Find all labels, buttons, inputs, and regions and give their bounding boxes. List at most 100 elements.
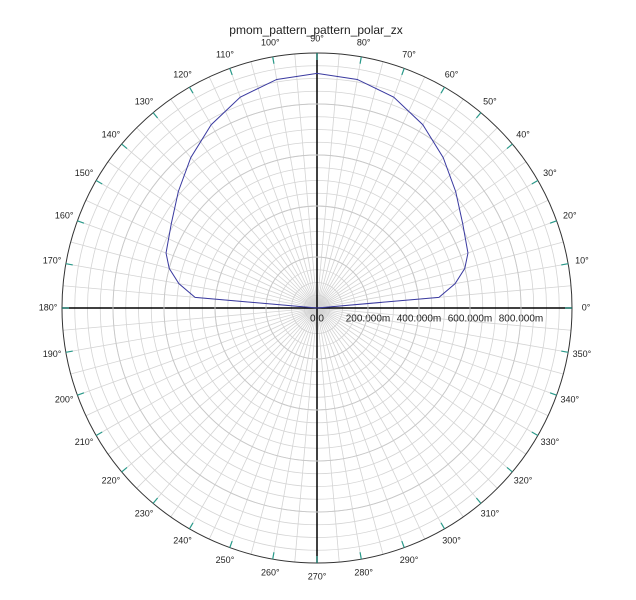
theta-tick-label: 90° bbox=[310, 33, 324, 43]
minor-grid-spoke bbox=[316, 112, 482, 309]
theta-tick bbox=[95, 179, 103, 185]
theta-tick bbox=[359, 552, 362, 560]
minor-grid-spoke bbox=[316, 68, 405, 309]
minor-grid-spoke bbox=[316, 307, 498, 489]
minor-grid-spoke bbox=[136, 127, 318, 309]
minor-grid-spoke bbox=[189, 86, 318, 309]
theta-tick-label: 50° bbox=[483, 96, 497, 106]
theta-tick-label: 220° bbox=[102, 475, 121, 485]
theta-tick-label: 350° bbox=[573, 349, 592, 359]
minor-grid-spoke bbox=[77, 220, 318, 309]
theta-tick bbox=[121, 466, 128, 473]
minor-grid-spoke bbox=[294, 307, 318, 563]
r-tick-label: 400.000m bbox=[397, 314, 441, 325]
minor-grid-spoke bbox=[316, 307, 527, 455]
r-grid-circle bbox=[265, 256, 369, 360]
minor-grid-spoke bbox=[294, 53, 318, 309]
theta-tick bbox=[561, 263, 569, 266]
theta-tick-label: 200° bbox=[55, 394, 74, 404]
minor-grid-spoke bbox=[316, 263, 569, 309]
theta-tick-label: 110° bbox=[216, 50, 234, 60]
theta-tick-label: 260° bbox=[261, 567, 280, 577]
theta-tick-label: 250° bbox=[216, 555, 235, 565]
theta-tick bbox=[506, 466, 513, 473]
theta-tick-label: 40° bbox=[516, 129, 530, 139]
theta-tick bbox=[475, 497, 482, 504]
minor-grid-spoke bbox=[316, 307, 426, 540]
theta-tick bbox=[95, 431, 103, 437]
minor-grid-spoke bbox=[316, 307, 384, 555]
minor-grid-spoke bbox=[70, 307, 318, 375]
r-grid-circle bbox=[112, 103, 522, 513]
minor-grid-spoke bbox=[316, 61, 384, 309]
minor-grid-spoke bbox=[121, 307, 318, 473]
minor-grid-spoke bbox=[272, 56, 318, 309]
theta-tick bbox=[475, 112, 482, 119]
theta-tick bbox=[188, 86, 194, 94]
minor-grid-spoke bbox=[316, 241, 564, 309]
minor-grid-spoke bbox=[229, 68, 318, 309]
minor-grid-spoke bbox=[229, 307, 318, 548]
theta-tick-label: 80° bbox=[357, 37, 371, 47]
minor-grid-spoke bbox=[316, 199, 549, 309]
theta-tick bbox=[229, 540, 233, 548]
minor-grid-spoke bbox=[121, 143, 318, 309]
minor-grid-spoke bbox=[316, 307, 445, 530]
minor-grid-spoke bbox=[170, 307, 318, 518]
theta-tick-label: 0° bbox=[582, 302, 591, 312]
minor-grid-spoke bbox=[107, 307, 318, 455]
minor-grid-spoke bbox=[316, 307, 549, 417]
minor-grid-spoke bbox=[189, 307, 318, 530]
theta-tick-label: 10° bbox=[575, 256, 589, 266]
minor-grid-spoke bbox=[62, 307, 318, 331]
minor-grid-spoke bbox=[316, 127, 498, 309]
theta-tick bbox=[440, 86, 446, 94]
minor-grid-spoke bbox=[152, 112, 318, 309]
minor-grid-spoke bbox=[77, 307, 318, 396]
minor-grid-spoke bbox=[316, 161, 527, 309]
theta-tick bbox=[229, 68, 233, 76]
minor-grid-spoke bbox=[208, 307, 318, 540]
theta-tick bbox=[401, 68, 405, 76]
minor-grid-spoke bbox=[316, 307, 557, 396]
theta-tick-label: 300° bbox=[442, 535, 461, 545]
theta-tick-label: 70° bbox=[402, 50, 416, 60]
minor-grid-spoke bbox=[250, 307, 318, 555]
minor-grid-spoke bbox=[316, 307, 405, 548]
theta-tick-label: 290° bbox=[400, 555, 419, 565]
theta-tick bbox=[77, 392, 85, 396]
minor-grid-spoke bbox=[316, 307, 482, 504]
theta-tick bbox=[401, 540, 405, 548]
r-grid-circle bbox=[214, 205, 420, 411]
theta-tick-label: 310° bbox=[481, 508, 500, 518]
minor-grid-spoke bbox=[316, 307, 513, 473]
theta-tick bbox=[152, 112, 159, 119]
theta-tick bbox=[65, 263, 73, 266]
r-grid-circle bbox=[163, 154, 471, 462]
minor-grid-spoke bbox=[170, 98, 318, 309]
minor-grid-spoke bbox=[136, 307, 318, 489]
theta-tick-label: 210° bbox=[75, 437, 94, 447]
theta-tick bbox=[531, 431, 539, 437]
minor-grid-spoke bbox=[272, 307, 318, 560]
theta-tick-label: 60° bbox=[445, 69, 459, 79]
theta-tick-label: 140° bbox=[102, 129, 121, 139]
theta-tick bbox=[549, 220, 557, 224]
theta-tick bbox=[359, 56, 362, 64]
pattern-line bbox=[165, 72, 469, 309]
minor-grid-spoke bbox=[316, 56, 362, 309]
theta-tick bbox=[272, 552, 275, 560]
minor-grid-spoke bbox=[95, 180, 318, 309]
minor-grid-spoke bbox=[95, 307, 318, 436]
theta-tick-label: 150° bbox=[75, 168, 94, 178]
minor-grid-spoke bbox=[85, 199, 318, 309]
r-tick-label: 0.0 bbox=[310, 314, 324, 325]
theta-tick bbox=[65, 350, 73, 353]
minor-grid-spoke bbox=[316, 53, 340, 309]
minor-grid-spoke bbox=[107, 161, 318, 309]
theta-tick bbox=[561, 350, 569, 353]
theta-tick-label: 230° bbox=[135, 508, 154, 518]
minor-grid-spoke bbox=[316, 307, 569, 353]
minor-grid-spoke bbox=[65, 307, 318, 353]
